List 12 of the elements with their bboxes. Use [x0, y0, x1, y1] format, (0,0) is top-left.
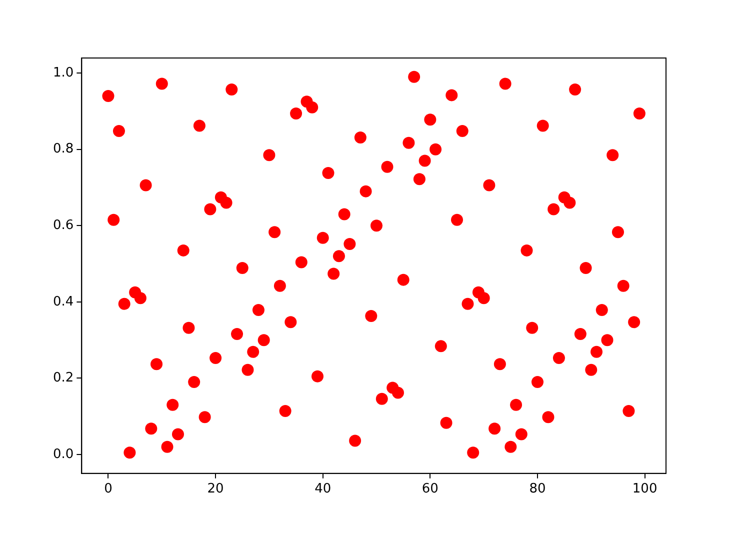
- y-tick-label: 0.0: [52, 446, 74, 462]
- x-tick-label: 100: [632, 482, 658, 497]
- x-tick-label: 0: [104, 482, 112, 497]
- y-tick-label: 0.6: [52, 218, 74, 234]
- y-tick-label: 0.4: [52, 294, 74, 310]
- y-tick-label: 0.8: [52, 142, 74, 157]
- x-tick-label: 60: [422, 482, 438, 497]
- x-tick-label: 20: [207, 482, 224, 497]
- y-tick-label: 1.0: [52, 65, 74, 80]
- x-tick-label: 80: [529, 482, 546, 497]
- x-tick-label: 40: [314, 482, 332, 497]
- y-tick-label: 0.2: [52, 370, 74, 386]
